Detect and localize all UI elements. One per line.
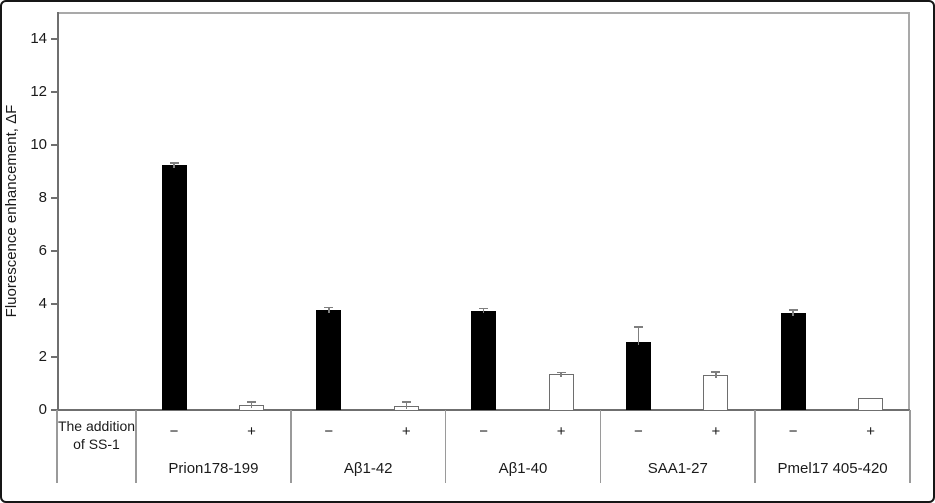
error-bar-line <box>173 162 175 168</box>
error-bar-line <box>482 307 485 314</box>
table-divider-line <box>290 410 292 483</box>
condition-symbol-minus: − <box>634 423 643 440</box>
error-bar-cap <box>324 306 334 309</box>
error-bar-cap <box>247 401 256 403</box>
bar-plus <box>548 374 574 410</box>
error-bar-cap <box>788 309 798 311</box>
condition-symbol-plus: + <box>247 423 256 440</box>
condition-row-label-line1: The addition <box>57 418 136 434</box>
y-tick-label: 6 <box>38 241 47 259</box>
y-tick-mark <box>51 409 57 411</box>
error-bar-line <box>715 371 717 378</box>
plot-frame <box>57 12 910 410</box>
condition-symbol-minus: − <box>479 423 488 440</box>
bar-minus <box>625 342 651 410</box>
category-label: Aβ1-40 <box>498 460 548 477</box>
condition-symbol-minus: − <box>788 423 798 440</box>
error-bar-line <box>637 326 640 346</box>
error-bar-line <box>560 371 562 378</box>
y-tick-label: 12 <box>30 82 47 100</box>
y-tick-label: 2 <box>38 347 47 365</box>
y-tick-mark <box>51 302 57 305</box>
y-tick-label: 14 <box>30 29 47 47</box>
category-label: Aβ1-42 <box>343 460 393 477</box>
y-tick-label: 4 <box>38 294 47 312</box>
bar-minus <box>780 312 806 410</box>
bar-minus <box>161 164 187 410</box>
y-tick-label: 8 <box>38 188 47 206</box>
category-label: SAA1-27 <box>647 460 708 477</box>
y-tick-label: 0 <box>38 401 47 418</box>
y-tick-mark <box>51 143 57 146</box>
table-divider-line <box>56 410 58 483</box>
y-axis-line <box>57 12 59 410</box>
condition-symbol-plus: + <box>556 423 566 440</box>
error-bar-cap <box>169 162 179 164</box>
y-tick-mark <box>51 249 57 252</box>
y-tick-mark <box>51 37 57 40</box>
error-bar-cap <box>711 371 721 373</box>
error-bar-cap <box>633 326 643 328</box>
table-divider-line <box>599 410 602 483</box>
error-bar-cap <box>479 307 489 310</box>
category-label: Pmel17 405-420 <box>777 460 888 477</box>
x-axis-line <box>57 409 910 411</box>
error-bar-line <box>792 309 794 316</box>
condition-symbol-plus: + <box>711 423 721 440</box>
table-divider-line <box>135 410 137 483</box>
error-bar-line <box>250 401 253 409</box>
y-tick-mark <box>51 196 57 199</box>
error-bar-cap <box>556 371 566 374</box>
condition-symbol-minus: − <box>169 423 179 440</box>
y-tick-label: 10 <box>30 135 47 153</box>
condition-symbol-plus: + <box>401 423 411 440</box>
bar-plus <box>858 397 884 410</box>
error-bar-line <box>405 401 408 409</box>
condition-row-label: The addition of SS-1 <box>57 417 136 453</box>
condition-symbol-plus: + <box>866 423 876 440</box>
condition-row-label-line2: of SS-1 <box>73 436 120 452</box>
bar-plus <box>703 374 729 410</box>
table-divider-line <box>754 410 756 483</box>
error-bar-cap <box>401 401 411 403</box>
table-divider-line <box>444 410 447 483</box>
y-tick-mark <box>51 355 57 358</box>
bar-minus <box>316 309 342 410</box>
y-tick-mark <box>51 90 57 93</box>
table-divider-line <box>909 410 911 483</box>
category-label: Prion178-199 <box>168 460 259 477</box>
condition-symbol-minus: − <box>324 423 334 440</box>
bar-minus <box>471 310 497 410</box>
error-bar-line <box>328 306 330 313</box>
